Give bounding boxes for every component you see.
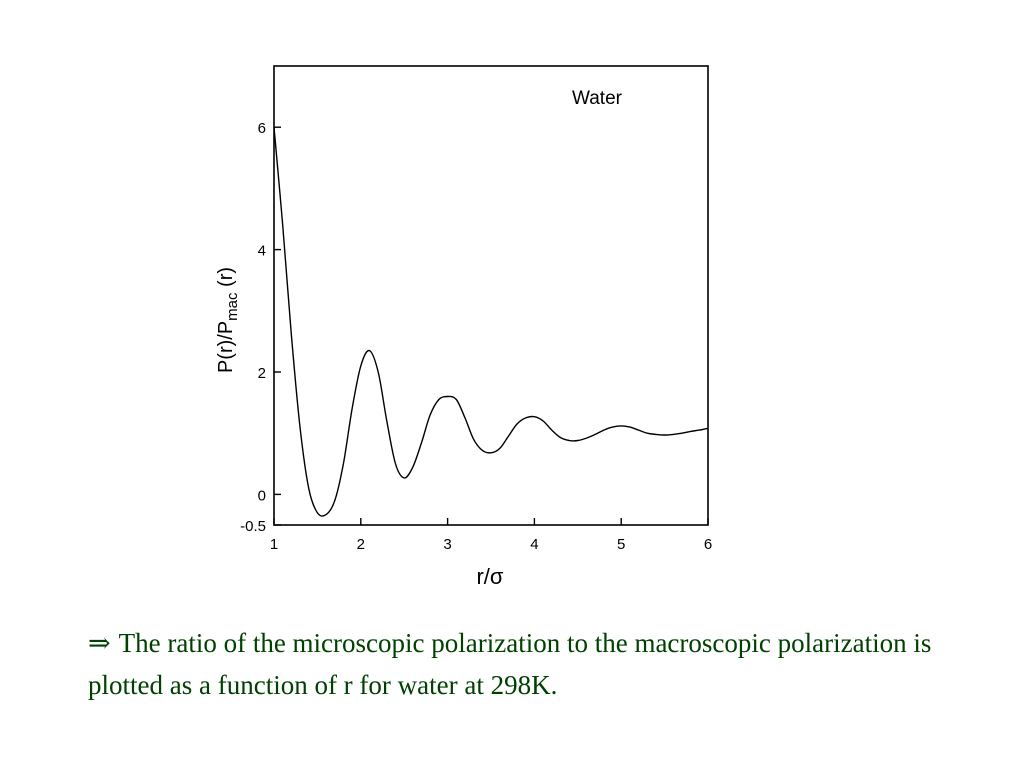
caption-text: The ratio of the microscopic polarizatio… bbox=[88, 628, 932, 700]
polarization-chart: 1 2 3 4 5 6 -0.5 0 2 4 6 Water r/σ P(r)/Pmac (r) bbox=[215, 65, 712, 589]
x-tick-label: 5 bbox=[617, 536, 625, 553]
x-tick-label: 6 bbox=[704, 536, 712, 553]
implies-arrow-icon: ⇒ bbox=[88, 628, 111, 658]
slide-caption: ⇒ The ratio of the microscopic polarizati… bbox=[88, 622, 988, 706]
plot-frame bbox=[273, 65, 709, 526]
x-axis-ticks: 1 2 3 4 5 6 bbox=[270, 518, 712, 553]
y-axis-label: P(r)/Pmac (r) bbox=[215, 267, 241, 373]
x-tick-label: 2 bbox=[357, 536, 365, 553]
y-axis-ticks: -0.5 0 2 4 6 bbox=[240, 120, 281, 535]
y-axis-label-sub: mac bbox=[224, 292, 241, 321]
y-tick-label: 4 bbox=[258, 243, 266, 260]
y-tick-label: 2 bbox=[258, 365, 266, 382]
y-tick-label: 0 bbox=[258, 487, 266, 504]
chart-annotation: Water bbox=[572, 88, 623, 109]
x-axis-label: r/σ bbox=[476, 564, 503, 589]
series-line bbox=[273, 127, 709, 517]
y-tick-label: 6 bbox=[258, 120, 266, 137]
x-tick-label: 1 bbox=[270, 536, 278, 553]
y-axis-label-tail: (r) bbox=[215, 267, 237, 293]
x-tick-label: 3 bbox=[443, 536, 451, 553]
x-tick-label: 4 bbox=[530, 536, 538, 553]
y-axis-label-main: P(r)/P bbox=[215, 321, 237, 373]
y-tick-label: -0.5 bbox=[240, 518, 266, 535]
